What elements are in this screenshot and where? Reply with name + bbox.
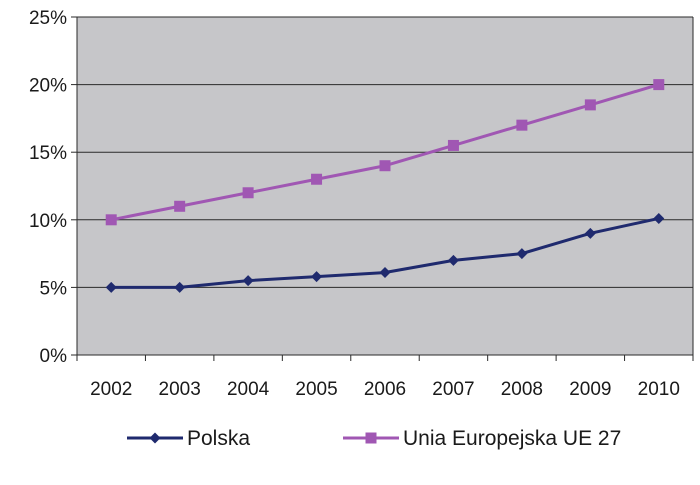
data-point: [516, 248, 528, 260]
legend-label: Polska: [187, 427, 250, 450]
data-point: [242, 275, 254, 287]
data-point: [379, 160, 391, 172]
data-point: [149, 432, 161, 444]
data-point: [311, 271, 323, 283]
x-tick-label: 2005: [295, 379, 337, 400]
x-tick-label: 2003: [159, 379, 201, 400]
series-lines: [105, 79, 665, 293]
y-axis: 0% 5% 10% 15% 20% 25%: [29, 8, 694, 367]
y-tick-label: 20%: [29, 76, 67, 97]
plot-area: [77, 17, 693, 355]
data-point: [653, 212, 665, 224]
data-point: [653, 79, 665, 91]
data-point: [242, 187, 254, 199]
data-point: [311, 173, 323, 185]
x-tick-label: 2007: [432, 379, 474, 400]
data-point: [105, 214, 117, 226]
x-tick-label: 2002: [90, 379, 132, 400]
x-axis: 2002 2003 2004 2005 2006 2007 2008 2009 2010: [76, 354, 694, 400]
y-tick-label: 15%: [29, 143, 67, 164]
legend-label: Unia Europejska UE 27: [403, 427, 621, 450]
x-tick-label: 2008: [501, 379, 543, 400]
data-point: [516, 119, 528, 131]
x-tick-label: 2010: [638, 379, 680, 400]
x-tick-label: 2004: [227, 379, 270, 400]
data-point: [174, 281, 186, 293]
data-point: [584, 227, 596, 239]
data-point: [447, 139, 459, 151]
y-tick-label: 25%: [29, 8, 67, 29]
data-point: [174, 200, 186, 212]
x-tick-label: 2006: [364, 379, 406, 400]
x-tick-label: 2009: [569, 379, 611, 400]
data-point: [105, 281, 117, 293]
data-point: [379, 267, 391, 279]
data-point: [584, 99, 596, 111]
y-tick-label: 10%: [29, 211, 67, 232]
y-tick-label: 5%: [40, 278, 68, 299]
data-point: [365, 432, 377, 444]
legend: Polska Unia Europejska UE 27: [127, 427, 621, 450]
data-point: [447, 254, 459, 266]
y-tick-label: 0%: [40, 346, 68, 367]
